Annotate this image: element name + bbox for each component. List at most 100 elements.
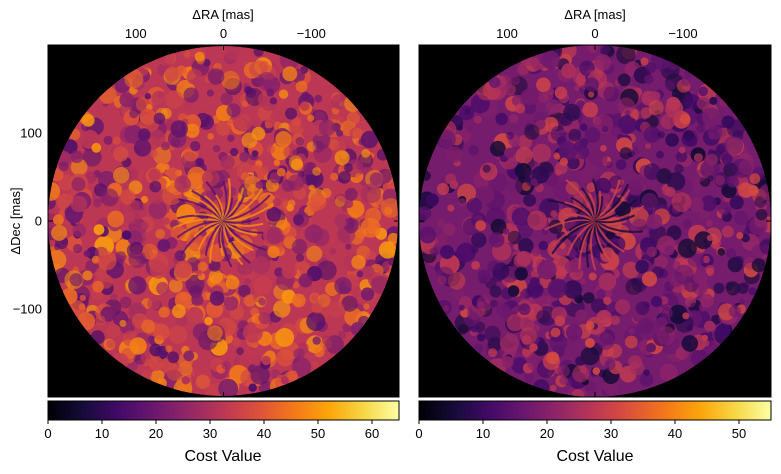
left-speckle [282, 66, 298, 82]
right-speckle [696, 124, 706, 134]
right-speckle [524, 169, 543, 188]
right-speckle [555, 169, 562, 176]
right-speckle [506, 131, 514, 140]
left-speckle [112, 167, 130, 184]
right-speckle [550, 384, 557, 392]
left-speckle [321, 335, 332, 346]
right-speckle [717, 201, 731, 215]
left-speckle [129, 337, 147, 355]
left-speckle [338, 219, 347, 228]
left-speckle [317, 260, 337, 281]
left-y-tick-label: 0 [35, 214, 42, 229]
right-speckle [471, 232, 487, 248]
left-speckle [150, 149, 158, 158]
right-speckle [524, 124, 540, 140]
left-speckle [174, 260, 193, 279]
right-speckle [645, 143, 651, 150]
right-speckle [482, 164, 491, 173]
right-speckle [507, 285, 520, 297]
right-speckle [740, 183, 755, 198]
left-speckle [82, 270, 93, 281]
left-speckle [273, 159, 281, 166]
left-speckle [241, 100, 248, 108]
right-speckle [717, 248, 726, 256]
right-speckle [565, 260, 578, 274]
left-speckle [281, 263, 297, 279]
left-speckle [311, 294, 318, 301]
left-speckle [79, 294, 87, 302]
right-speckle [518, 238, 534, 254]
left-speckle [275, 328, 295, 347]
left-speckle [206, 89, 214, 97]
left-speckle [299, 101, 310, 111]
right-speckle [594, 177, 612, 195]
right-speckle [637, 318, 654, 335]
left-speckle [129, 109, 139, 119]
left-speckle [186, 68, 203, 85]
right-speckle [440, 183, 447, 191]
right-speckle [640, 57, 649, 66]
left-speckle [174, 175, 192, 193]
right-speckle [488, 348, 498, 358]
left-speckle [266, 227, 284, 245]
right-speckle [661, 306, 673, 319]
left-speckle [271, 315, 278, 323]
left-speckle [258, 297, 267, 306]
left-speckle [378, 241, 397, 259]
left-speckle [267, 245, 280, 258]
left-speckle [232, 111, 253, 132]
left-speckle [165, 90, 184, 109]
left-speckle [293, 348, 305, 360]
left-speckle [58, 161, 69, 172]
right-speckle [554, 315, 566, 327]
left-speckle [69, 273, 83, 287]
left-speckle [185, 123, 200, 138]
right-speckle [693, 153, 703, 163]
right-speckle [671, 192, 692, 213]
left-speckle [355, 173, 362, 180]
left-speckle [152, 323, 170, 341]
right-speckle [741, 233, 750, 243]
right-speckle [655, 316, 668, 330]
right-speckle [759, 184, 771, 201]
left-speckle [70, 150, 84, 164]
left-speckle [110, 293, 118, 301]
right-speckle [434, 234, 448, 247]
left-speckle [144, 93, 152, 100]
right-speckle [456, 242, 476, 263]
left-speckle [329, 247, 337, 255]
right-speckle [538, 240, 549, 251]
left-x-tick-label: 0 [220, 26, 227, 41]
left-speckle [221, 70, 240, 90]
right-speckle [536, 77, 551, 93]
left-speckle [331, 93, 347, 110]
left-speckle [304, 224, 323, 243]
left-speckle [226, 186, 237, 197]
left-speckle [123, 211, 135, 223]
left-y-tick-label: −100 [13, 302, 42, 317]
left-speckle [307, 114, 315, 122]
right-speckle [466, 197, 483, 214]
left-speckle [124, 69, 144, 89]
right-speckle [572, 365, 590, 383]
left-speckle [142, 369, 153, 380]
right-speckle [703, 340, 710, 347]
right-speckle [506, 314, 524, 332]
right-speckle [529, 277, 540, 287]
right-speckle [445, 146, 463, 163]
left-speckle [54, 243, 61, 251]
right-speckle [600, 145, 607, 152]
left-speckle [119, 92, 135, 108]
right-speckle [583, 292, 595, 304]
right-speckle [489, 285, 502, 298]
left-speckle [106, 339, 116, 349]
left-speckle [201, 291, 211, 301]
right-speckle [716, 144, 726, 154]
right-speckle [627, 179, 644, 196]
right-central-spoke [594, 189, 631, 222]
right-speckle [603, 296, 612, 305]
right-speckle [714, 175, 725, 186]
left-speckle [345, 243, 352, 250]
left-speckle [78, 303, 86, 311]
left-speckle [295, 80, 308, 93]
